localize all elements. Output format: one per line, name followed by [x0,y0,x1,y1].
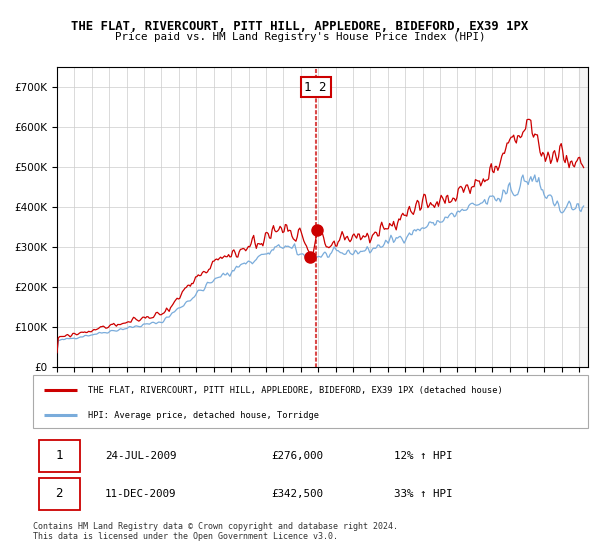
Bar [579,67,588,367]
Text: £342,500: £342,500 [272,489,323,499]
Text: £276,000: £276,000 [272,451,323,461]
Text: 2: 2 [56,487,63,501]
Text: Price paid vs. HM Land Registry's House Price Index (HPI): Price paid vs. HM Land Registry's House … [115,32,485,43]
Text: THE FLAT, RIVERCOURT, PITT HILL, APPLEDORE, BIDEFORD, EX39 1PX (detached house): THE FLAT, RIVERCOURT, PITT HILL, APPLEDO… [89,386,503,395]
Text: 11-DEC-2009: 11-DEC-2009 [105,489,176,499]
FancyBboxPatch shape [33,375,588,428]
FancyBboxPatch shape [38,440,80,472]
Text: Contains HM Land Registry data © Crown copyright and database right 2024.
This d: Contains HM Land Registry data © Crown c… [33,522,398,542]
Text: 24-JUL-2009: 24-JUL-2009 [105,451,176,461]
Text: THE FLAT, RIVERCOURT, PITT HILL, APPLEDORE, BIDEFORD, EX39 1PX: THE FLAT, RIVERCOURT, PITT HILL, APPLEDO… [71,20,529,32]
Text: 33% ↑ HPI: 33% ↑ HPI [394,489,452,499]
Text: HPI: Average price, detached house, Torridge: HPI: Average price, detached house, Torr… [89,410,320,419]
FancyBboxPatch shape [38,478,80,510]
Text: 12% ↑ HPI: 12% ↑ HPI [394,451,452,461]
Text: 1: 1 [56,449,63,463]
Text: 1 2: 1 2 [304,81,327,94]
